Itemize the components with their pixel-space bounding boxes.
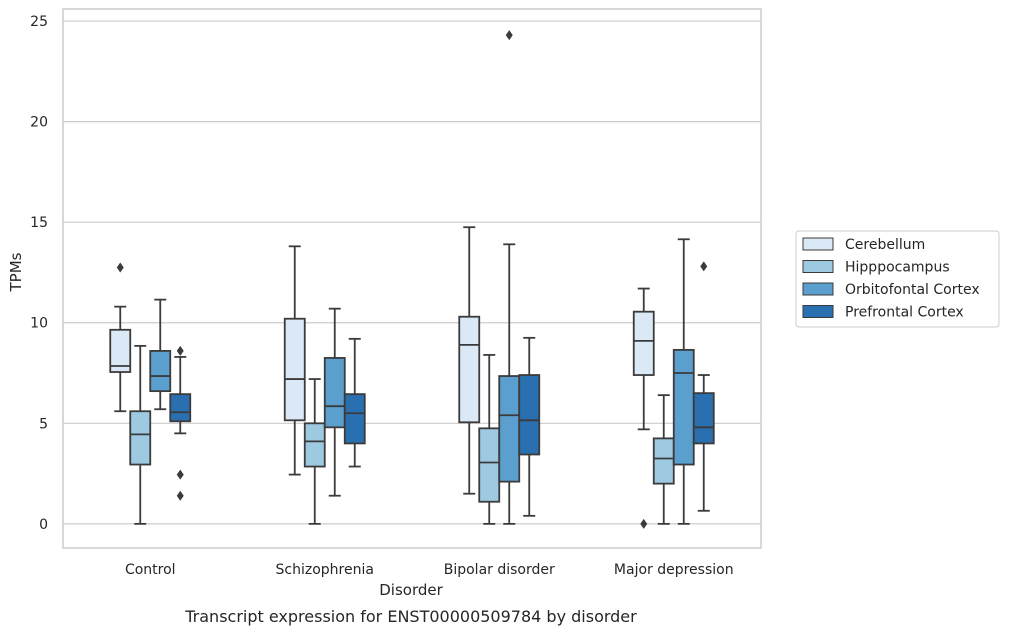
iqr-box <box>323 357 346 429</box>
x-tick-label: Major depression <box>614 562 734 578</box>
y-tick-label: 20 <box>30 115 48 131</box>
box-cerebellum-bipolar-disorder <box>458 226 481 495</box>
box-prefrontal-cortex-major-depression <box>692 261 715 512</box>
y-tick-label: 25 <box>30 14 48 30</box>
legend-swatch <box>802 305 834 318</box>
iqr-box <box>149 350 172 393</box>
iqr-box <box>303 422 326 468</box>
iqr-box <box>343 393 366 445</box>
y-tick-label: 0 <box>39 517 48 533</box>
legend: Cerebellum Hipppocampus Orbitofontal Corte… <box>795 230 1000 328</box>
iqr-box <box>283 317 306 422</box>
iqr-box <box>129 410 152 466</box>
outlier-point <box>505 30 513 41</box>
y-axis-label: TPMs <box>7 252 25 292</box>
box-cerebellum-control <box>109 262 132 413</box>
box-prefrontal-cortex-bipolar-disorder <box>518 336 541 517</box>
box-prefrontal-cortex-control <box>169 345 192 501</box>
chart-caption: Transcript expression for ENST0000050978… <box>184 607 637 626</box>
x-axis-ticks: Control Schizophrenia Bipolar disorder Majo… <box>125 562 734 578</box>
y-tick-label: 10 <box>30 316 48 332</box>
box-orbitofontal-cortex-bipolar-disorder <box>498 30 521 525</box>
legend-swatch <box>802 237 834 251</box>
outlier-point <box>176 469 184 480</box>
outlier-point <box>176 490 184 501</box>
x-tick-label: Control <box>125 562 176 578</box>
box-cerebellum-major-depression <box>632 287 655 529</box>
plot-frame <box>62 8 762 549</box>
box-hipppocampus-major-depression <box>652 394 675 525</box>
y-tick-label: 15 <box>30 215 48 231</box>
iqr-box <box>458 315 481 424</box>
y-axis-ticks: 0 5 10 15 20 25 <box>30 14 48 533</box>
box-hipppocampus-control <box>129 344 152 525</box>
iqr-box <box>109 328 132 373</box>
box-prefrontal-cortex-schizophrenia <box>343 337 366 468</box>
outlier-point <box>700 261 708 272</box>
iqr-box <box>498 375 521 483</box>
x-tick-label: Bipolar disorder <box>444 562 555 578</box>
iqr-box <box>692 392 715 445</box>
iqr-box <box>518 374 541 456</box>
box-cerebellum-schizophrenia <box>283 245 306 476</box>
iqr-box <box>169 393 192 423</box>
iqr-box <box>672 348 695 466</box>
box-hipppocampus-schizophrenia <box>303 378 326 525</box>
legend-frame <box>795 230 1000 328</box>
box-hipppocampus-bipolar-disorder <box>478 354 501 525</box>
iqr-box <box>652 437 675 485</box>
legend-label: Cerebellum <box>845 237 925 253</box>
legend-label: Orbitofontal Cortex <box>845 282 980 298</box>
box-plot-marks <box>109 30 715 529</box>
legend-swatch <box>802 260 834 273</box>
legend-label: Hipppocampus <box>845 260 950 276</box>
outlier-point <box>640 518 648 529</box>
outlier-point <box>116 262 124 273</box>
x-tick-label: Schizophrenia <box>276 562 374 578</box>
box-orbitofontal-cortex-major-depression <box>672 238 695 525</box>
box-orbitofontal-cortex-control <box>149 298 172 411</box>
legend-label: Prefrontal Cortex <box>845 305 964 321</box>
legend-swatch <box>802 282 834 296</box>
iqr-box <box>478 427 501 503</box>
x-axis-label: Disorder <box>379 581 443 599</box>
outlier-point <box>176 345 184 356</box>
box-orbitofontal-cortex-schizophrenia <box>323 307 346 497</box>
iqr-box <box>632 310 655 376</box>
y-tick-label: 5 <box>39 416 48 432</box>
